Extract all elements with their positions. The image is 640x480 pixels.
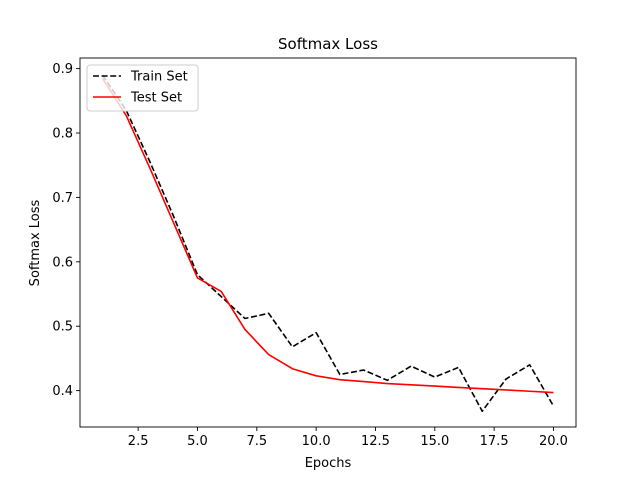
- x-tick-label: 12.5: [361, 434, 390, 449]
- chart-title: Softmax Loss: [278, 35, 378, 53]
- y-axis-label: Softmax Loss: [28, 199, 43, 286]
- x-tick-label: 2.5: [128, 434, 149, 449]
- axes-frame: [79, 57, 577, 428]
- x-tick-label: 17.5: [480, 434, 509, 449]
- x-tick-label: 10.0: [302, 434, 331, 449]
- x-tick-label: 15.0: [420, 434, 449, 449]
- x-axis-label: Epochs: [305, 456, 352, 471]
- plot-area: 2.5 5.0 7.5 10.0 12.5 15.0 17.5 20.0 0.4 0.5 0.6 0.…: [52, 57, 577, 449]
- y-tick-label: 0.7: [52, 191, 73, 206]
- y-tick-label: 0.6: [52, 255, 73, 270]
- x-tick-label: 5.0: [187, 434, 208, 449]
- series-line-test-set: [101, 77, 554, 394]
- y-tick-label: 0.4: [52, 384, 73, 399]
- y-tick-label: 0.8: [52, 127, 73, 142]
- x-tick-label: 7.5: [246, 434, 267, 449]
- legend: Train Set Test Set: [86, 64, 199, 112]
- y-tick-label: 0.9: [52, 62, 73, 77]
- legend-label-test-set: Test Set: [130, 91, 182, 106]
- legend-label-train-set: Train Set: [130, 70, 188, 85]
- x-tick-label: 20.0: [539, 434, 568, 449]
- y-tick-label: 0.5: [52, 320, 73, 335]
- series-line-train-set: [101, 74, 555, 413]
